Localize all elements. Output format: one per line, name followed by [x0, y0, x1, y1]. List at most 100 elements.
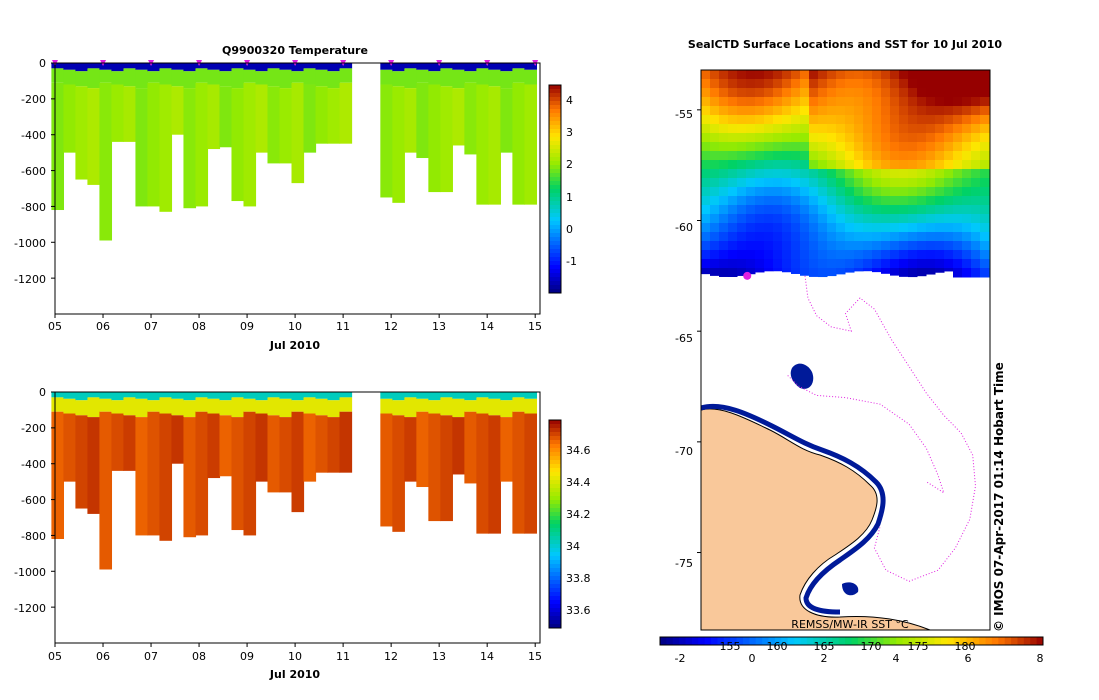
sst-cell	[710, 160, 720, 170]
profile-cell-surface	[207, 392, 221, 399]
sst-cell	[782, 268, 792, 273]
sst-cell	[953, 250, 963, 260]
profile-cell-deep	[339, 82, 353, 144]
sst-cell	[863, 205, 873, 215]
sst-cell	[953, 70, 963, 80]
sst-cell	[845, 124, 855, 134]
x-tick-label: 05	[48, 320, 62, 333]
sst-cell	[953, 223, 963, 233]
colorbar-segment	[549, 253, 561, 258]
profile-cell-upper	[392, 400, 405, 416]
profile-cell-deep	[339, 411, 353, 473]
sst-cell	[719, 142, 729, 152]
sst-cell	[980, 250, 990, 260]
sst-cell	[791, 124, 801, 134]
sst-cell	[926, 232, 936, 242]
salinity-colorbar-frame	[548, 419, 562, 629]
sst-cell	[791, 97, 801, 107]
sst-cell	[701, 196, 711, 206]
colorbar-segment	[736, 637, 744, 645]
colorbar-tick-label: 6	[965, 652, 972, 665]
sst-cell	[935, 259, 945, 269]
sst-cell	[854, 250, 864, 260]
sst-cell	[755, 223, 765, 233]
longitude-tick-label: 165	[814, 640, 835, 653]
sst-cell	[863, 97, 873, 107]
sst-cell	[782, 142, 792, 152]
sst-cell	[872, 178, 882, 188]
sst-cell	[791, 259, 801, 269]
sst-cell	[854, 124, 864, 134]
profile-cell-deep	[243, 82, 257, 207]
sst-cell	[953, 88, 963, 98]
y-tick-label: 0	[39, 57, 46, 70]
colorbar-segment	[549, 532, 561, 537]
sst-cell	[881, 169, 891, 179]
sst-cell	[800, 169, 810, 179]
profile-cell-surface	[111, 63, 125, 72]
sst-cell	[881, 178, 891, 188]
colorbar-segment	[1036, 637, 1044, 645]
lat-tick-label: -65	[675, 332, 693, 345]
sst-cell	[962, 97, 972, 107]
sst-cell	[962, 268, 972, 278]
profile-cell-surface	[452, 392, 465, 399]
sst-cell	[746, 142, 756, 152]
sst-cell	[764, 232, 774, 242]
colorbar-segment	[549, 261, 561, 266]
sst-cell	[872, 151, 882, 161]
sst-cell	[746, 133, 756, 143]
profile-cell-upper	[243, 398, 257, 412]
sst-cell	[899, 106, 909, 116]
sst-cell	[782, 115, 792, 125]
sst-cell	[800, 97, 810, 107]
sst-cell	[773, 178, 783, 188]
profile-cell-upper	[219, 71, 233, 87]
colorbar-segment	[813, 637, 821, 645]
sst-cell	[917, 160, 927, 170]
sst-cell	[854, 160, 864, 170]
sst-cell	[782, 70, 792, 80]
sst-cell	[890, 187, 900, 197]
sst-cell	[728, 178, 738, 188]
profile-cell-upper	[524, 69, 537, 85]
sst-cell	[926, 160, 936, 170]
sst-cell	[782, 97, 792, 107]
profile-cell-surface	[392, 392, 405, 401]
sst-cell	[863, 124, 873, 134]
map-area	[701, 70, 990, 630]
sst-cell	[962, 205, 972, 215]
profile-cell-deep	[147, 411, 161, 536]
sst-cell	[818, 151, 828, 161]
sst-cell	[836, 160, 846, 170]
profile-cell-surface	[512, 392, 525, 398]
colorbar-segment	[549, 516, 561, 521]
colorbar-segment	[972, 637, 980, 645]
sst-cell	[863, 187, 873, 197]
sst-cell	[836, 133, 846, 143]
sst-cell	[926, 106, 936, 116]
sst-cell	[755, 133, 765, 143]
profile-cell-upper	[147, 71, 161, 83]
sst-cell	[908, 70, 918, 80]
colorbar-segment	[979, 637, 987, 645]
sst-cell	[944, 250, 954, 260]
x-axis-title: Jul 2010	[269, 668, 320, 681]
sst-cell	[728, 214, 738, 224]
sst-cell	[845, 187, 855, 197]
sst-cell	[773, 259, 783, 269]
sst-cell	[980, 205, 990, 215]
sst-cell	[782, 241, 792, 251]
sst-cell	[809, 196, 819, 206]
profile-cell-deep	[111, 84, 125, 142]
profile-cell-deep	[488, 415, 501, 534]
colorbar-segment	[549, 436, 561, 441]
profile-cell-deep	[99, 411, 113, 570]
sst-cell	[701, 259, 711, 269]
temperature-colorbar	[51, 62, 561, 318]
sst-cell	[980, 79, 990, 89]
colorbar-segment	[549, 209, 561, 214]
colorbar-segment	[549, 137, 561, 142]
colorbar-segment	[549, 197, 561, 202]
sst-cell	[836, 151, 846, 161]
